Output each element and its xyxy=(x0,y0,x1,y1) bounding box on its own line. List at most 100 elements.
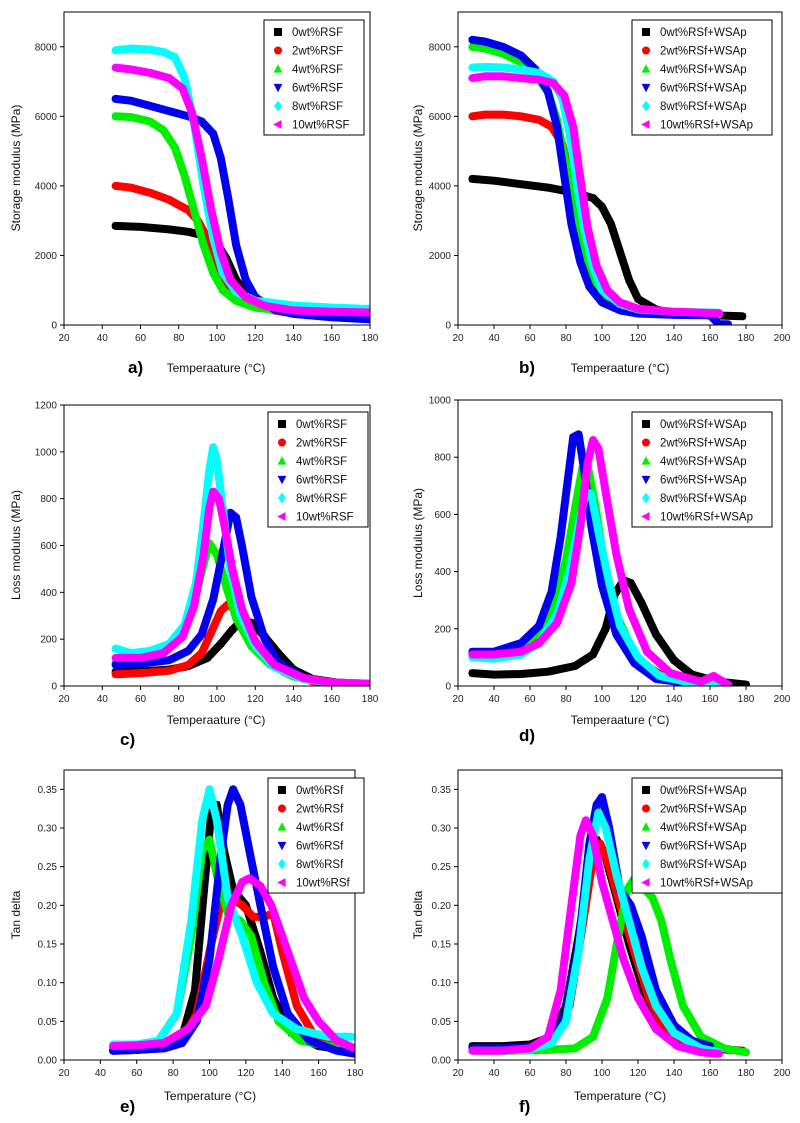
data-point xyxy=(178,1040,186,1047)
data-point xyxy=(165,657,173,665)
panel-label: e) xyxy=(120,1097,135,1116)
x-tick-label: 80 xyxy=(560,1068,572,1079)
x-axis-title: Temperaature (°C) xyxy=(571,361,670,375)
data-point xyxy=(564,477,572,484)
data-point xyxy=(544,668,552,675)
legend-entry: 10wt%RSf+WSAp xyxy=(660,120,753,132)
data-point xyxy=(742,681,750,686)
series-0wt%RSf+WSAp xyxy=(468,576,750,686)
data-point xyxy=(269,964,277,972)
data-point xyxy=(219,286,227,294)
data-point xyxy=(112,112,120,120)
data-point xyxy=(673,1042,681,1050)
data-point xyxy=(602,625,609,632)
x-tick-label: 80 xyxy=(560,694,572,705)
y-tick-label: 0 xyxy=(445,321,451,332)
data-point xyxy=(183,1025,191,1033)
y-tick-label: 0 xyxy=(51,321,57,332)
data-point xyxy=(251,637,259,646)
legend-box xyxy=(267,777,365,894)
data-point xyxy=(236,801,244,809)
legend-marker xyxy=(278,804,286,813)
x-tick-label: 60 xyxy=(524,694,536,705)
data-point xyxy=(171,143,179,151)
data-point xyxy=(548,1038,555,1048)
legend-marker xyxy=(277,512,286,521)
y-tick-label: 400 xyxy=(434,567,451,578)
data-point xyxy=(634,994,641,1002)
legend: 0wt%RSf+WSAp 2wt%RSf+WSAp 4wt%RSf+WSAp 6wt%… xyxy=(631,19,773,136)
legend-entry: 2wt%RSf+WSAp xyxy=(660,438,747,450)
data-point xyxy=(517,640,525,647)
legend-entry: 8wt%RSf+WSAp xyxy=(660,493,747,505)
x-tick-label: 200 xyxy=(774,694,791,705)
data-point xyxy=(499,1047,506,1055)
data-point xyxy=(576,259,584,267)
data-point xyxy=(227,901,235,909)
legend: 0wt%RSf+WSAp 2wt%RSf+WSAp 4wt%RSf+WSAp 6wt%… xyxy=(631,777,783,894)
x-tick-label: 120 xyxy=(247,694,264,705)
data-point xyxy=(616,307,624,315)
legend-marker xyxy=(641,83,651,93)
data-point xyxy=(569,434,577,442)
data-point xyxy=(666,669,674,677)
data-point xyxy=(296,1036,304,1044)
x-tick-label: 140 xyxy=(285,333,302,344)
data-point xyxy=(535,76,542,84)
legend: 0wt%RSF 2wt%RSF 4wt%RSF 6wt%RSF 8wt%RSF 10wt%… xyxy=(267,411,369,528)
data-point xyxy=(557,534,565,542)
data-point xyxy=(328,314,336,322)
legend-marker xyxy=(642,804,650,813)
y-tick-label: 0.35 xyxy=(432,785,452,796)
data-point xyxy=(481,62,489,72)
x-tick-label: 120 xyxy=(630,694,647,705)
data-point xyxy=(575,431,583,439)
data-point xyxy=(715,1050,722,1058)
x-tick-label: 140 xyxy=(285,694,302,705)
data-point xyxy=(569,123,577,131)
chart-panel-1: 20 40 60 80 100 120 140 160 180 0 2000 4000 6000 8000… xyxy=(9,11,379,377)
data-point xyxy=(146,69,153,77)
data-point xyxy=(544,1046,552,1053)
data-point xyxy=(190,206,198,214)
data-point xyxy=(468,651,476,659)
data-point xyxy=(146,103,154,110)
data-point xyxy=(613,870,620,879)
data-point xyxy=(598,794,606,801)
series-10wt%RSf+WSAp xyxy=(468,816,723,1058)
legend-entry: 10wt%RSF xyxy=(296,512,354,524)
data-point xyxy=(589,832,596,840)
data-point xyxy=(198,631,206,639)
data-point xyxy=(742,1048,750,1056)
data-point xyxy=(224,196,232,204)
data-point xyxy=(595,808,602,817)
data-point xyxy=(229,786,237,794)
data-point xyxy=(576,175,584,183)
data-point xyxy=(544,1033,551,1041)
legend-marker xyxy=(278,420,286,428)
data-point xyxy=(490,651,497,659)
data-point xyxy=(715,309,722,317)
legend-marker xyxy=(641,512,650,521)
series-10wt%RSf xyxy=(109,874,355,1053)
data-point xyxy=(468,36,476,44)
data-point xyxy=(127,65,134,73)
legend-marker xyxy=(642,28,650,36)
data-point xyxy=(576,832,584,840)
y-tick-label: 600 xyxy=(434,510,451,521)
data-point xyxy=(366,316,370,324)
data-point xyxy=(468,74,476,82)
data-point xyxy=(333,1047,341,1055)
data-point xyxy=(198,118,206,126)
plot-frame xyxy=(457,399,783,687)
data-point xyxy=(589,651,597,658)
data-point xyxy=(112,662,120,669)
chart-panel-5: 20 40 60 80 100 120 140 160 180 0.00 0.05 0.10 0.15 0… xyxy=(9,769,365,1116)
data-point xyxy=(469,669,476,677)
data-point xyxy=(535,116,543,124)
legend-entry: 2wt%RSF xyxy=(296,438,347,450)
legend-marker xyxy=(278,492,286,504)
panel-label: a) xyxy=(128,358,143,377)
x-tick-label: 120 xyxy=(238,1068,255,1079)
legend-entry: 4wt%RSF xyxy=(296,456,347,468)
